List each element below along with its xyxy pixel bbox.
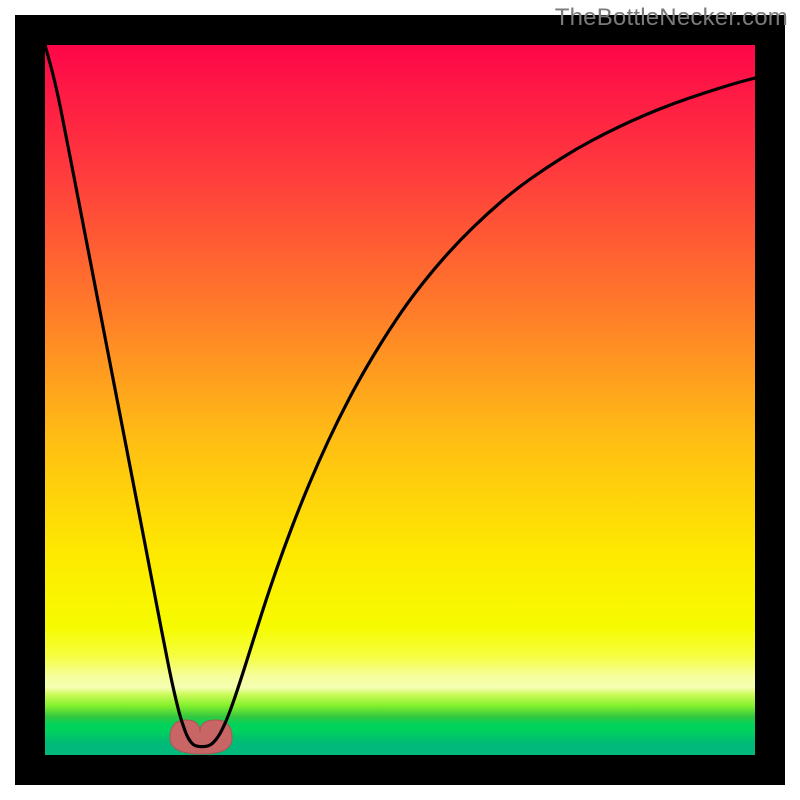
plot-background [45, 45, 755, 755]
chart-svg [0, 0, 800, 800]
watermark-text: TheBottleNecker.com [555, 4, 788, 32]
chart-container: TheBottleNecker.com [0, 0, 800, 800]
